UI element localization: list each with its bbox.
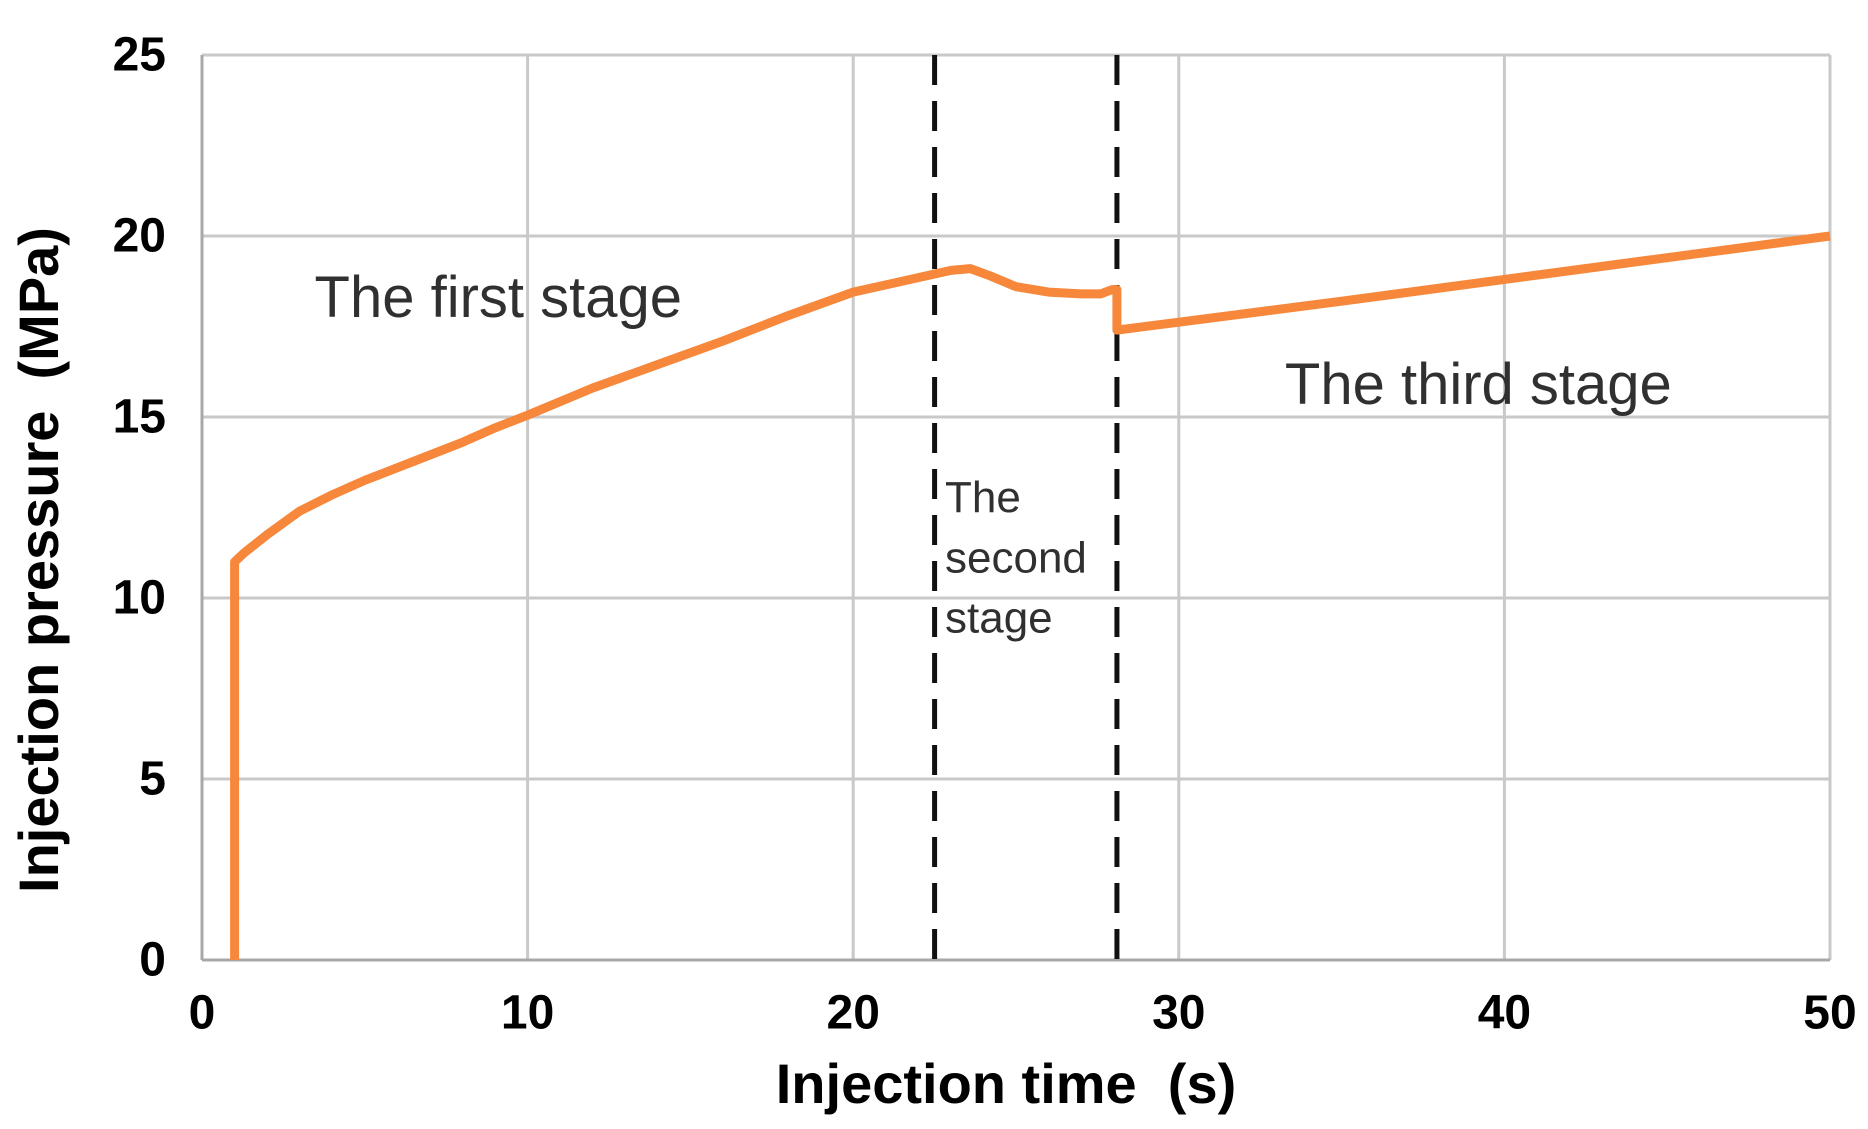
stage-divider-lines bbox=[932, 55, 1120, 960]
y-tick-label: 10 bbox=[113, 572, 166, 625]
x-tick-label: 0 bbox=[189, 987, 216, 1040]
y-tick-label: 0 bbox=[139, 934, 166, 987]
pressure-curve bbox=[230, 231, 1831, 960]
x-tick-label: 50 bbox=[1803, 987, 1856, 1040]
annotation-first-stage: The first stage bbox=[315, 265, 682, 330]
x-axis-title: Injection time (s) bbox=[776, 1052, 1237, 1115]
x-tick-label: 30 bbox=[1152, 987, 1205, 1040]
annotation-second-stage: stage bbox=[945, 593, 1053, 642]
x-tick-label: 10 bbox=[501, 987, 554, 1040]
annotations: The first stage The second stage The third s… bbox=[315, 265, 1672, 642]
annotation-third-stage: The third stage bbox=[1285, 352, 1672, 417]
gridlines bbox=[202, 53, 1832, 960]
y-axis-title: Injection pressure (MPa) bbox=[7, 227, 70, 893]
y-tick-label: 15 bbox=[113, 391, 166, 444]
tick-labels: 0 10 20 30 40 50 0 5 10 15 20 25 bbox=[113, 29, 1857, 1040]
axis-lines bbox=[200, 55, 1830, 962]
y-tick-label: 25 bbox=[113, 29, 166, 82]
y-tick-label: 5 bbox=[139, 753, 166, 806]
y-tick-label: 20 bbox=[113, 210, 166, 263]
x-tick-label: 40 bbox=[1478, 987, 1531, 1040]
x-tick-label: 20 bbox=[827, 987, 880, 1040]
annotation-second-stage: The bbox=[945, 473, 1021, 522]
annotation-second-stage: second bbox=[945, 533, 1087, 582]
